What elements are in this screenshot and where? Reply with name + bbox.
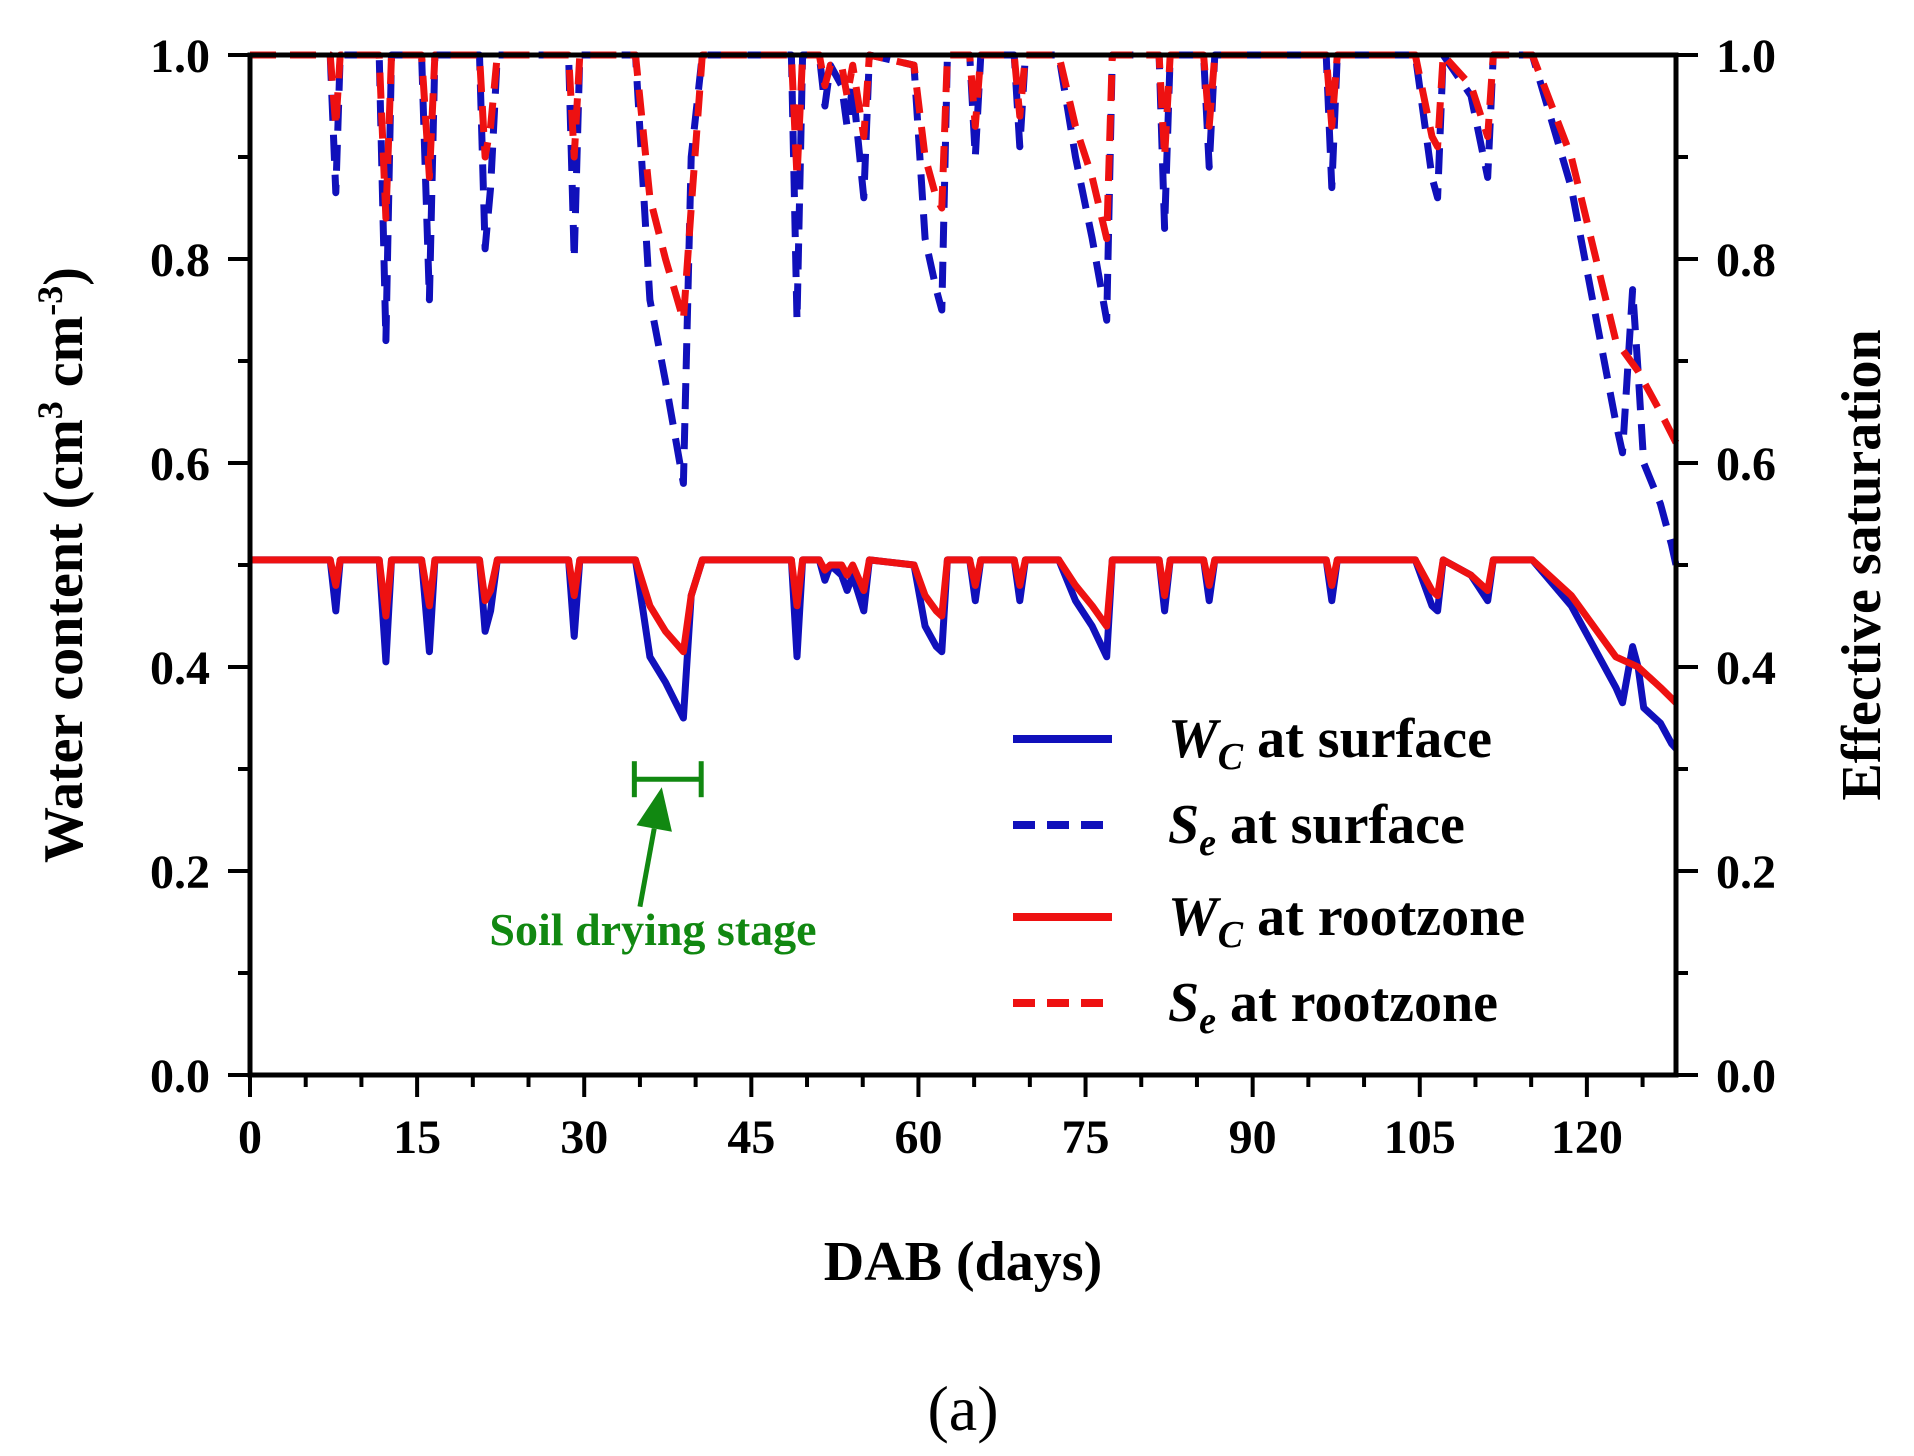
x-tick-label: 105	[1384, 1111, 1456, 1164]
plot-lines	[250, 51, 1680, 751]
figure-caption: (a)	[927, 1373, 998, 1444]
axis-ticks	[228, 53, 1698, 1097]
y-tick-label-left: 0.6	[150, 438, 210, 491]
y-axis-title-left-prefix: Water content (cm	[33, 419, 95, 863]
y-axis-title-left: Water content (cm3 cm-3)	[30, 267, 95, 863]
y-tick-label-right: 1.0	[1716, 30, 1776, 83]
x-tick-label: 90	[1229, 1111, 1277, 1164]
x-tick-label: 0	[238, 1111, 262, 1164]
y-tick-label-right: 0.0	[1716, 1050, 1776, 1103]
series-line-se-at-surface	[250, 51, 1680, 566]
y-tick-label-right: 0.4	[1716, 642, 1776, 695]
y-axis-title-right: Effective saturation	[1831, 329, 1893, 800]
y-tick-label-left: 0.4	[150, 642, 210, 695]
legend: WC at surface Se at surface WC at rootzone…	[1013, 708, 1525, 1042]
legend-entry-4: Se at rootzone	[1168, 972, 1498, 1042]
legend-entry-2: Se at surface	[1168, 794, 1465, 864]
y-tick-label-left: 1.0	[150, 30, 210, 83]
x-axis-title: DAB (days)	[824, 1231, 1102, 1293]
x-tick-label: 75	[1062, 1111, 1110, 1164]
legend-entry-1: WC at surface	[1168, 708, 1492, 778]
y-axis-title-left-mid: cm	[33, 316, 95, 402]
annotation-arrow-shaft	[637, 828, 657, 908]
series-line-wc-at-rootzone	[250, 556, 1679, 706]
y-tick-label-right: 0.2	[1716, 846, 1776, 899]
x-tick-label: 30	[560, 1111, 608, 1164]
x-tick-label: 120	[1551, 1111, 1623, 1164]
y-tick-label-left: 0.2	[150, 846, 210, 899]
y-axis-title-left-sup1: 3	[30, 401, 70, 419]
y-tick-label-right: 0.6	[1716, 438, 1776, 491]
x-tick-label: 45	[727, 1111, 775, 1164]
y-tick-label-right: 0.8	[1716, 234, 1776, 287]
tick-labels: 0 15 30 45 60 75 90 105 120 0.0 0.0 0.2 0.2 0.4 0.4 0.6…	[150, 30, 1776, 1164]
annotation-arrow-head	[636, 787, 672, 832]
y-tick-label-left: 0.8	[150, 234, 210, 287]
y-axis-title-left-sup2: -3	[30, 286, 70, 316]
y-tick-label-left: 0.0	[150, 1050, 210, 1103]
annotation-label: Soil drying stage	[489, 904, 816, 955]
y-axis-title-left-suffix: )	[33, 267, 95, 286]
annotation-soil-drying: Soil drying stage	[489, 761, 817, 955]
x-tick-label: 60	[894, 1111, 942, 1164]
series-line-se-at-rootzone	[250, 51, 1680, 445]
x-tick-label: 15	[393, 1111, 441, 1164]
legend-entry-3: WC at rootzone	[1168, 886, 1525, 956]
